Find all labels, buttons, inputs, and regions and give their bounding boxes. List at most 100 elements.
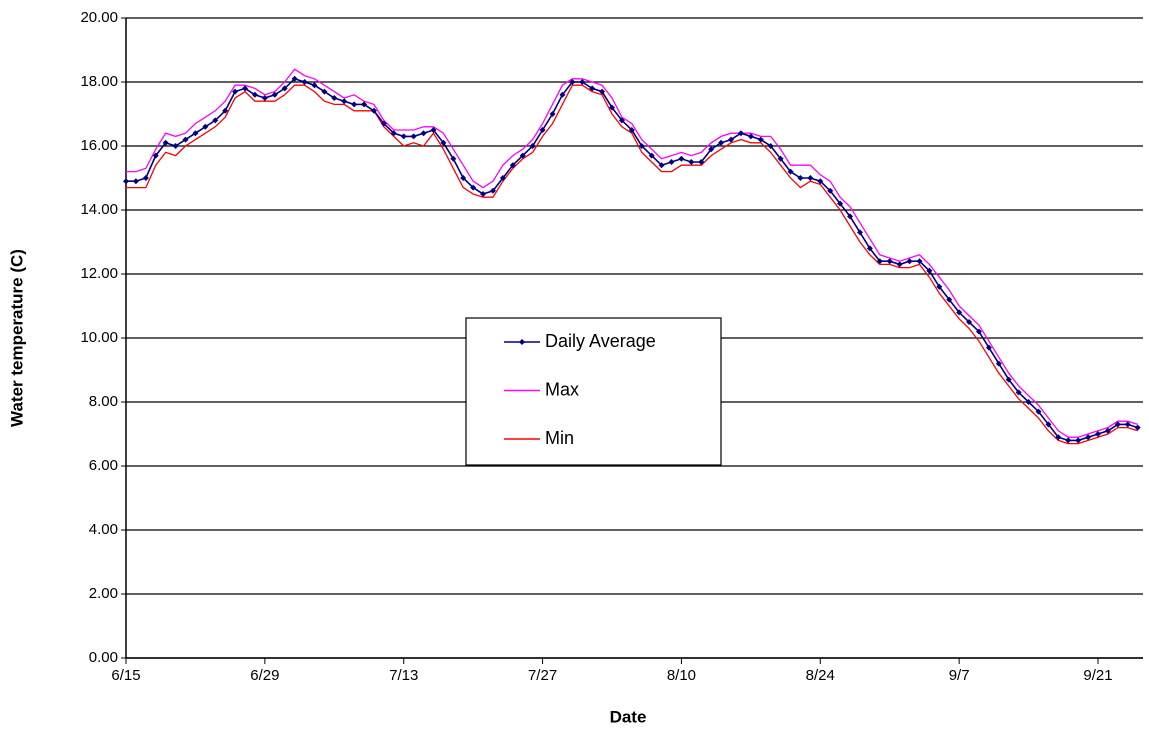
data-point	[966, 319, 973, 325]
data-point	[341, 98, 348, 105]
data-point	[797, 175, 804, 181]
data-point	[1035, 408, 1042, 415]
data-point	[242, 85, 249, 92]
data-point	[618, 117, 625, 124]
data-point	[271, 91, 278, 98]
data-point	[1075, 437, 1082, 444]
data-point	[946, 296, 953, 303]
data-point	[995, 360, 1002, 367]
x-tick-label: 8/24	[806, 667, 835, 684]
data-point	[975, 328, 982, 335]
data-point	[1114, 421, 1121, 428]
data-point	[361, 101, 368, 108]
data-point	[212, 117, 219, 124]
data-point	[688, 159, 695, 165]
data-point	[539, 127, 546, 133]
data-point	[936, 283, 943, 290]
data-point	[232, 88, 239, 95]
data-point	[589, 85, 596, 92]
data-point	[331, 95, 338, 101]
data-point	[222, 107, 229, 114]
legend-label: Min	[545, 428, 574, 448]
x-tick-label: 6/29	[250, 667, 279, 684]
data-point	[450, 155, 457, 162]
x-tick-label: 8/10	[667, 667, 696, 684]
legend-box	[465, 317, 722, 466]
data-point	[678, 155, 685, 162]
data-point	[856, 229, 863, 236]
data-point	[172, 143, 179, 149]
data-point	[291, 75, 298, 82]
data-point	[1045, 421, 1052, 428]
data-point	[728, 136, 735, 143]
data-point	[1065, 437, 1072, 444]
y-tick-label: 18.00	[80, 73, 118, 90]
data-point	[1025, 399, 1032, 405]
data-point	[668, 159, 675, 165]
y-tick-label: 2.00	[89, 585, 118, 602]
data-point	[737, 130, 744, 137]
data-point	[767, 143, 774, 149]
data-point	[698, 159, 705, 165]
data-point	[1124, 421, 1131, 428]
data-point	[499, 175, 506, 181]
data-point	[123, 178, 129, 185]
data-point	[876, 258, 883, 265]
data-point	[192, 130, 199, 137]
y-tick-label: 16.00	[80, 137, 118, 154]
data-point	[440, 139, 447, 146]
y-tick-label: 6.00	[89, 457, 118, 474]
data-point	[489, 187, 496, 194]
x-tick-label: 7/27	[528, 667, 557, 684]
legend-marker	[519, 339, 525, 345]
data-point	[549, 111, 556, 117]
y-tick-label: 0.00	[89, 649, 118, 666]
data-point	[281, 85, 288, 92]
data-point	[509, 162, 516, 169]
data-point	[837, 200, 844, 207]
y-tick-label: 4.00	[89, 521, 118, 538]
data-point	[321, 88, 328, 95]
data-point	[827, 187, 834, 194]
data-point	[400, 133, 407, 140]
data-point	[866, 245, 873, 252]
data-point	[480, 191, 487, 197]
data-point	[718, 139, 725, 146]
data-point	[1095, 431, 1101, 437]
data-point	[420, 130, 427, 137]
x-axis-title: Date	[610, 707, 647, 726]
data-point	[896, 261, 903, 268]
data-point	[1104, 427, 1111, 434]
data-point	[390, 130, 397, 137]
x-tick-label: 9/7	[949, 667, 970, 684]
data-point	[351, 101, 358, 108]
data-point	[301, 79, 308, 85]
data-point	[926, 267, 933, 274]
x-tick-label: 7/13	[389, 667, 418, 684]
data-point	[370, 107, 377, 114]
legend-label: Daily Average	[545, 331, 656, 351]
data-point	[569, 79, 576, 85]
data-point	[430, 127, 437, 133]
data-point	[708, 146, 715, 153]
data-point	[956, 309, 963, 316]
data-point	[162, 139, 169, 146]
data-point	[599, 88, 606, 95]
data-point	[609, 104, 615, 111]
y-tick-label: 10.00	[80, 329, 118, 346]
data-point	[380, 120, 387, 127]
data-point	[261, 95, 268, 101]
legend-label: Max	[545, 379, 579, 399]
data-point	[648, 152, 655, 159]
y-axis-title: Water temperature (C)	[7, 249, 26, 427]
data-point	[817, 178, 824, 185]
data-point	[628, 127, 635, 133]
data-point	[886, 258, 893, 265]
data-point	[519, 152, 526, 159]
data-point	[1085, 434, 1092, 441]
x-tick-label: 6/15	[111, 667, 140, 684]
data-point	[142, 175, 149, 181]
data-point	[658, 162, 665, 169]
data-point	[1015, 389, 1022, 396]
data-point	[202, 123, 209, 130]
